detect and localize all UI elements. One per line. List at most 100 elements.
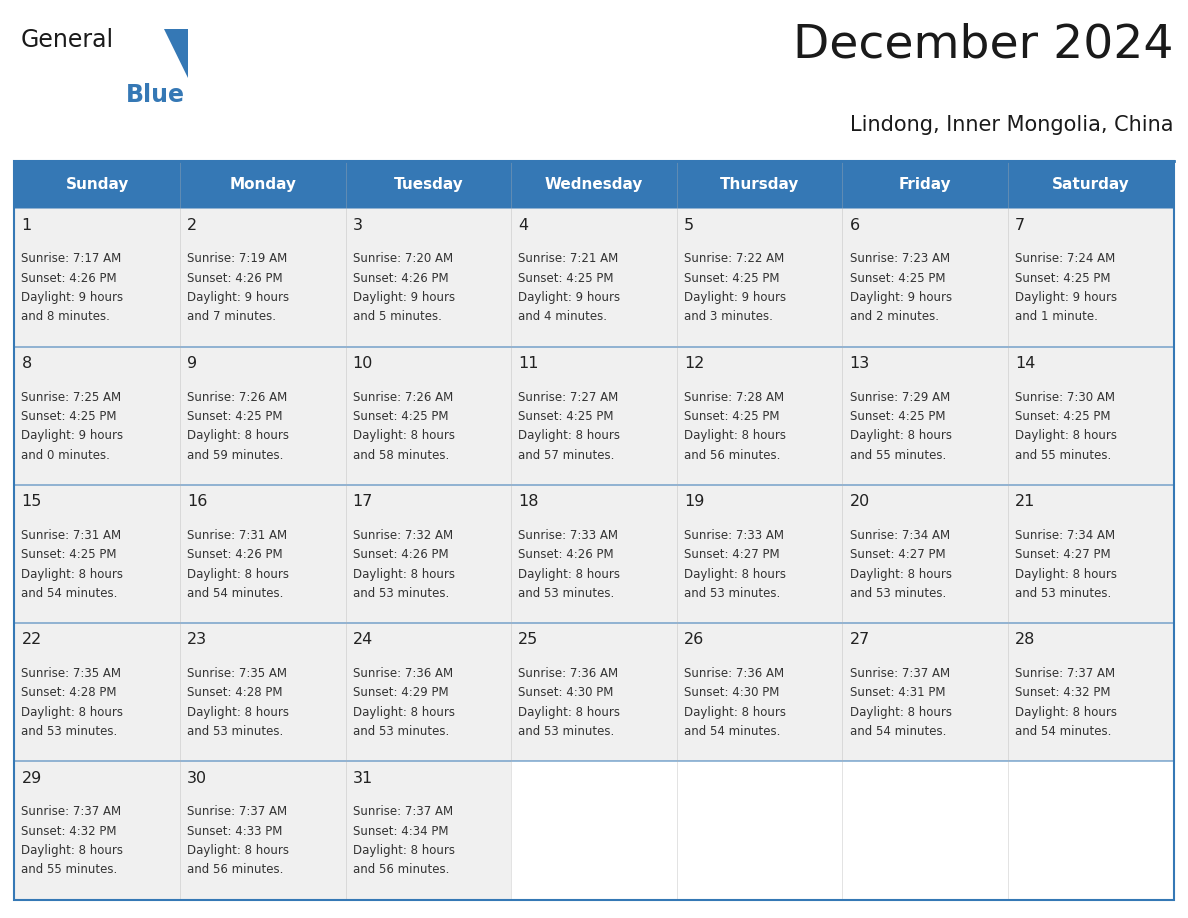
Text: Sunset: 4:34 PM: Sunset: 4:34 PM bbox=[353, 824, 448, 838]
Bar bbox=[842, 623, 1009, 761]
Text: Daylight: 8 hours: Daylight: 8 hours bbox=[849, 706, 952, 719]
Text: Sunrise: 7:30 AM: Sunrise: 7:30 AM bbox=[1016, 391, 1116, 404]
Text: and 55 minutes.: and 55 minutes. bbox=[21, 863, 118, 877]
Bar bbox=[14, 761, 179, 900]
Text: Daylight: 8 hours: Daylight: 8 hours bbox=[187, 430, 289, 442]
Text: Monday: Monday bbox=[229, 177, 296, 192]
Text: and 3 minutes.: and 3 minutes. bbox=[684, 310, 773, 323]
Text: and 54 minutes.: and 54 minutes. bbox=[21, 587, 118, 599]
Text: Sunrise: 7:27 AM: Sunrise: 7:27 AM bbox=[518, 391, 619, 404]
Text: and 55 minutes.: and 55 minutes. bbox=[849, 449, 946, 462]
Text: Sunrise: 7:37 AM: Sunrise: 7:37 AM bbox=[21, 805, 121, 819]
Bar bbox=[179, 161, 346, 208]
Text: Daylight: 8 hours: Daylight: 8 hours bbox=[353, 706, 455, 719]
Text: 20: 20 bbox=[849, 494, 870, 509]
Text: Sunset: 4:28 PM: Sunset: 4:28 PM bbox=[187, 687, 283, 700]
Bar bbox=[511, 623, 677, 761]
Text: Sunset: 4:27 PM: Sunset: 4:27 PM bbox=[1016, 548, 1111, 561]
Text: and 56 minutes.: and 56 minutes. bbox=[353, 863, 449, 877]
Text: Daylight: 9 hours: Daylight: 9 hours bbox=[187, 291, 289, 304]
Text: Sunset: 4:28 PM: Sunset: 4:28 PM bbox=[21, 687, 116, 700]
Text: Sunset: 4:26 PM: Sunset: 4:26 PM bbox=[518, 548, 614, 561]
Text: Daylight: 8 hours: Daylight: 8 hours bbox=[353, 430, 455, 442]
Text: Sunrise: 7:34 AM: Sunrise: 7:34 AM bbox=[849, 529, 949, 542]
Text: and 54 minutes.: and 54 minutes. bbox=[1016, 725, 1112, 738]
Text: 19: 19 bbox=[684, 494, 704, 509]
Text: 15: 15 bbox=[21, 494, 42, 509]
Bar bbox=[346, 208, 511, 347]
Text: Sunrise: 7:20 AM: Sunrise: 7:20 AM bbox=[353, 252, 453, 265]
Text: Sunset: 4:30 PM: Sunset: 4:30 PM bbox=[518, 687, 614, 700]
Text: Sunset: 4:33 PM: Sunset: 4:33 PM bbox=[187, 824, 283, 838]
Text: Daylight: 8 hours: Daylight: 8 hours bbox=[353, 844, 455, 857]
Bar bbox=[511, 761, 677, 900]
Text: 2: 2 bbox=[187, 218, 197, 232]
Text: Daylight: 8 hours: Daylight: 8 hours bbox=[518, 430, 620, 442]
Text: and 53 minutes.: and 53 minutes. bbox=[21, 725, 118, 738]
Text: Sunrise: 7:21 AM: Sunrise: 7:21 AM bbox=[518, 252, 619, 265]
Polygon shape bbox=[164, 29, 188, 78]
Text: 7: 7 bbox=[1016, 218, 1025, 232]
Text: and 54 minutes.: and 54 minutes. bbox=[684, 725, 781, 738]
Text: Daylight: 9 hours: Daylight: 9 hours bbox=[518, 291, 620, 304]
Text: Sunrise: 7:31 AM: Sunrise: 7:31 AM bbox=[21, 529, 121, 542]
Text: Daylight: 8 hours: Daylight: 8 hours bbox=[684, 567, 786, 580]
Text: Daylight: 9 hours: Daylight: 9 hours bbox=[849, 291, 952, 304]
Text: Sunrise: 7:24 AM: Sunrise: 7:24 AM bbox=[1016, 252, 1116, 265]
Text: Daylight: 8 hours: Daylight: 8 hours bbox=[21, 844, 124, 857]
Text: Daylight: 8 hours: Daylight: 8 hours bbox=[187, 567, 289, 580]
Text: and 53 minutes.: and 53 minutes. bbox=[518, 725, 614, 738]
Bar bbox=[677, 161, 842, 208]
Bar bbox=[511, 208, 677, 347]
Text: 8: 8 bbox=[21, 356, 32, 371]
Text: Friday: Friday bbox=[899, 177, 952, 192]
Bar bbox=[14, 485, 179, 623]
Text: 11: 11 bbox=[518, 356, 539, 371]
Text: and 53 minutes.: and 53 minutes. bbox=[684, 587, 781, 599]
Text: Daylight: 9 hours: Daylight: 9 hours bbox=[21, 291, 124, 304]
Bar bbox=[179, 347, 346, 485]
Text: Thursday: Thursday bbox=[720, 177, 800, 192]
Bar bbox=[677, 485, 842, 623]
Text: and 2 minutes.: and 2 minutes. bbox=[849, 310, 939, 323]
Bar bbox=[1009, 347, 1174, 485]
Bar bbox=[14, 161, 179, 208]
Bar bbox=[1009, 761, 1174, 900]
Text: Sunrise: 7:36 AM: Sunrise: 7:36 AM bbox=[684, 667, 784, 680]
Text: Daylight: 8 hours: Daylight: 8 hours bbox=[1016, 567, 1117, 580]
Text: Sunrise: 7:37 AM: Sunrise: 7:37 AM bbox=[353, 805, 453, 819]
Text: Sunset: 4:25 PM: Sunset: 4:25 PM bbox=[518, 272, 614, 285]
Text: Sunrise: 7:25 AM: Sunrise: 7:25 AM bbox=[21, 391, 121, 404]
Text: and 8 minutes.: and 8 minutes. bbox=[21, 310, 110, 323]
Text: Sunset: 4:27 PM: Sunset: 4:27 PM bbox=[849, 548, 946, 561]
Bar bbox=[346, 161, 511, 208]
Text: Sunset: 4:27 PM: Sunset: 4:27 PM bbox=[684, 548, 779, 561]
Text: 5: 5 bbox=[684, 218, 694, 232]
Bar bbox=[842, 485, 1009, 623]
Bar bbox=[511, 347, 677, 485]
Text: Sunset: 4:29 PM: Sunset: 4:29 PM bbox=[353, 687, 448, 700]
Text: 30: 30 bbox=[187, 770, 207, 786]
Text: and 55 minutes.: and 55 minutes. bbox=[1016, 449, 1112, 462]
Text: Sunrise: 7:36 AM: Sunrise: 7:36 AM bbox=[353, 667, 453, 680]
Bar bbox=[1009, 208, 1174, 347]
Text: Sunrise: 7:26 AM: Sunrise: 7:26 AM bbox=[187, 391, 287, 404]
Text: and 56 minutes.: and 56 minutes. bbox=[684, 449, 781, 462]
Text: Daylight: 8 hours: Daylight: 8 hours bbox=[353, 567, 455, 580]
Text: 6: 6 bbox=[849, 218, 860, 232]
Bar bbox=[14, 623, 179, 761]
Bar bbox=[842, 761, 1009, 900]
Bar bbox=[179, 485, 346, 623]
Bar bbox=[346, 761, 511, 900]
Text: and 59 minutes.: and 59 minutes. bbox=[187, 449, 284, 462]
Text: and 53 minutes.: and 53 minutes. bbox=[187, 725, 283, 738]
Bar bbox=[179, 761, 346, 900]
Bar bbox=[677, 208, 842, 347]
Text: and 7 minutes.: and 7 minutes. bbox=[187, 310, 276, 323]
Text: Sunset: 4:32 PM: Sunset: 4:32 PM bbox=[21, 824, 116, 838]
Bar bbox=[511, 485, 677, 623]
Text: Daylight: 8 hours: Daylight: 8 hours bbox=[849, 430, 952, 442]
Text: Sunset: 4:26 PM: Sunset: 4:26 PM bbox=[187, 548, 283, 561]
Text: 21: 21 bbox=[1016, 494, 1036, 509]
Text: 14: 14 bbox=[1016, 356, 1036, 371]
